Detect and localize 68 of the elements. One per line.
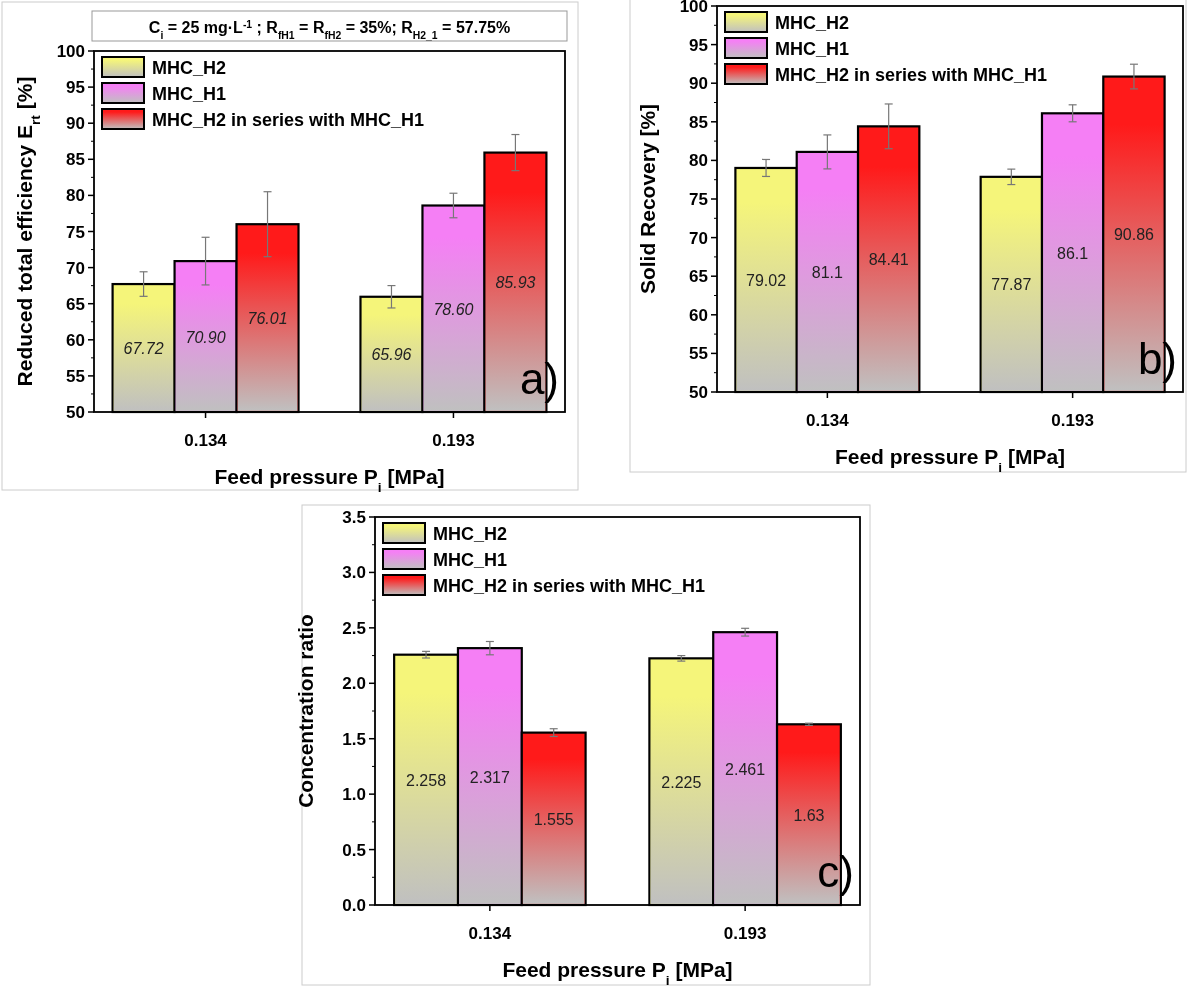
data-label: 1.63 <box>793 806 825 824</box>
data-label: 2.225 <box>661 773 702 791</box>
data-label: 2.258 <box>406 771 447 789</box>
y-tick-label: 80 <box>66 186 85 206</box>
data-label: 81.1 <box>811 263 844 281</box>
legend-label: MHC_H2 <box>433 524 508 544</box>
y-tick-label: 50 <box>66 403 85 422</box>
y-tick-label: 1.0 <box>342 785 366 805</box>
y-tick-label: 0.5 <box>342 840 366 860</box>
y-tick-label: 100 <box>56 42 85 61</box>
y-axis-title: Solid Recovery [%] <box>636 103 659 295</box>
x-axis-title: Feed pressure P$_{i}$ [MPa] <box>214 465 445 495</box>
data-label: 2.317 <box>469 768 510 786</box>
data-label: 1.555 <box>533 810 574 828</box>
x-tick-label: 0.134 <box>468 924 512 943</box>
x-axis-title: Feed pressure P$_{i}$ [MPa] <box>834 445 1066 475</box>
y-tick-label: 75 <box>66 222 85 242</box>
y-tick-label: 95 <box>689 35 708 55</box>
data-label: 85.93 <box>495 274 536 292</box>
legend-label: MHC_H2 <box>775 13 850 33</box>
data-label: 67.72 <box>123 340 164 358</box>
y-tick-label: 90 <box>66 114 85 134</box>
y-tick-label: 3.5 <box>342 508 366 527</box>
x-tick-label: 0.193 <box>432 431 475 450</box>
legend-label: MHC_H2 <box>152 58 227 78</box>
data-label: 86.1 <box>1057 244 1089 262</box>
data-label: 90.86 <box>1113 226 1155 244</box>
y-tick-label: 2.5 <box>342 618 366 638</box>
y-tick-label: 80 <box>689 151 708 171</box>
text: C$_{i}$ = 25 mg·L$^{-1}$; R$_{fH1}$ = R$_{fH2}$ = 35%; R$_{H2_1}$ = 57.75% <box>148 18 511 41</box>
x-axis-title: Feed pressure P$_{i}$ [MPa] <box>502 958 733 987</box>
data-label: 84.41 <box>868 251 909 269</box>
legend-label: MHC_H1 <box>775 39 850 59</box>
y-tick-label: 95 <box>66 78 85 98</box>
y-tick-label: 2.0 <box>342 674 366 694</box>
y-tick-label: 65 <box>689 267 708 287</box>
y-tick-label: 65 <box>66 294 85 314</box>
x-tick-label: 0.193 <box>723 924 767 943</box>
legend-label: MHC_H1 <box>152 84 227 104</box>
x-tick-label: 0.193 <box>1051 411 1094 430</box>
y-tick-label: 55 <box>689 344 708 364</box>
y-axis-title: Concentration ratio <box>294 614 317 808</box>
y-tick-label: 60 <box>66 330 85 350</box>
legend-label: MHC_H2 in series with MHC_H1 <box>433 576 706 596</box>
y-tick-label: 0.0 <box>342 896 366 915</box>
data-label: 2.461 <box>725 760 766 778</box>
data-label: 76.01 <box>247 310 288 328</box>
y-tick-label: 70 <box>66 258 85 278</box>
y-tick-label: 100 <box>679 0 708 16</box>
y-tick-label: 55 <box>66 366 85 386</box>
data-label: 79.02 <box>746 271 787 289</box>
y-tick-label: 90 <box>689 74 708 94</box>
legend-label: MHC_H2 in series with MHC_H1 <box>775 65 1048 85</box>
legend-label: MHC_H2 in series with MHC_H1 <box>152 110 425 130</box>
y-tick-label: 3.0 <box>342 563 366 583</box>
x-tick-label: 0.134 <box>184 431 228 450</box>
y-tick-label: 1.5 <box>342 729 366 749</box>
y-tick-label: 85 <box>689 112 708 132</box>
y-tick-label: 50 <box>689 383 708 402</box>
y-tick-label: 85 <box>66 150 85 170</box>
y-tick-label: 60 <box>689 305 708 325</box>
data-label: 78.60 <box>433 300 474 318</box>
y-tick-label: 75 <box>689 190 708 209</box>
data-label: 70.90 <box>185 328 226 346</box>
legend-label: MHC_H1 <box>433 550 508 570</box>
y-tick-label: 70 <box>689 228 708 248</box>
x-tick-label: 0.134 <box>806 411 850 430</box>
data-label: 77.87 <box>991 276 1032 294</box>
